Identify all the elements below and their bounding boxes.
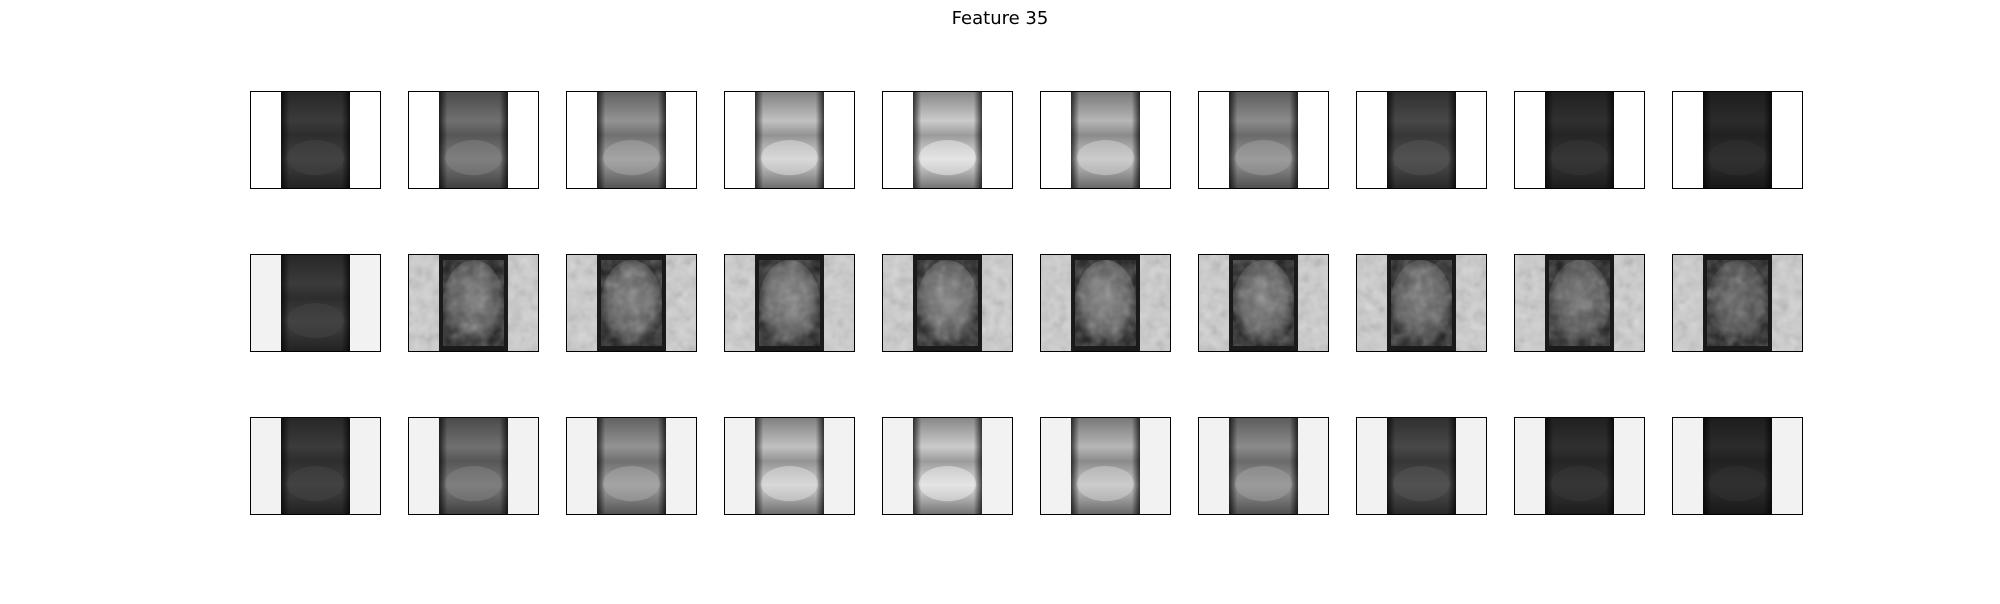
tile-frame (408, 91, 539, 189)
tile-dome (1551, 466, 1608, 502)
feature-tile (724, 417, 855, 515)
tile-frame (1356, 417, 1487, 515)
tile-dome (1709, 466, 1766, 502)
tile-dome (287, 303, 344, 339)
feature-tile (1672, 417, 1803, 515)
feature-tile (1040, 417, 1171, 515)
feature-tile (566, 254, 697, 352)
feature-tile (1198, 254, 1329, 352)
tile-dome (919, 140, 976, 176)
feature-tile (566, 91, 697, 189)
tile-dome (1393, 140, 1450, 176)
feature-tile (250, 417, 381, 515)
tile-frame (882, 254, 1013, 352)
feature-tile (1514, 417, 1645, 515)
tile-frame (724, 91, 855, 189)
tile-frame (250, 254, 381, 352)
tile-frame (724, 254, 855, 352)
tile-dome (603, 466, 660, 502)
tile-frame (1672, 91, 1803, 189)
feature-tile (408, 417, 539, 515)
feature-tile (1514, 254, 1645, 352)
tile-frame (1198, 417, 1329, 515)
feature-tile (408, 91, 539, 189)
feature-tile (882, 91, 1013, 189)
tile-frame (1356, 91, 1487, 189)
tile-frame (1514, 91, 1645, 189)
feature-tile (1040, 254, 1171, 352)
feature-tile (724, 91, 855, 189)
tile-dome (287, 140, 344, 176)
feature-tile (1356, 254, 1487, 352)
tile-frame (408, 417, 539, 515)
tile-frame (1672, 417, 1803, 515)
tile-frame (1672, 254, 1803, 352)
tile-dome (1077, 140, 1134, 176)
feature-tile (724, 254, 855, 352)
tile-blob-noise (917, 260, 978, 346)
tile-dome (1077, 466, 1134, 502)
feature-tile (1040, 91, 1171, 189)
tile-frame (250, 417, 381, 515)
tile-dome (287, 466, 344, 502)
feature-tile (1356, 417, 1487, 515)
tile-frame (1514, 254, 1645, 352)
tile-frame (566, 91, 697, 189)
tile-blob-noise (1707, 260, 1768, 346)
tile-blob-noise (1391, 260, 1452, 346)
tile-blob-noise (1233, 260, 1294, 346)
feature-tile (1198, 417, 1329, 515)
feature-tile (1672, 91, 1803, 189)
tile-blob-noise (1549, 260, 1610, 346)
tile-dome (1235, 466, 1292, 502)
tile-dome (761, 466, 818, 502)
tile-dome (1551, 140, 1608, 176)
tile-blob-noise (443, 260, 504, 346)
feature-tile (1356, 91, 1487, 189)
tile-frame (1356, 254, 1487, 352)
tile-frame (1040, 417, 1171, 515)
feature-tile (408, 254, 539, 352)
tile-frame (566, 254, 697, 352)
tile-frame (882, 417, 1013, 515)
tile-frame (724, 417, 855, 515)
feature-tile (1198, 91, 1329, 189)
tile-dome (1235, 140, 1292, 176)
tile-frame (1040, 254, 1171, 352)
feature-tile (250, 91, 381, 189)
tile-blob-noise (601, 260, 662, 346)
feature-tile (882, 417, 1013, 515)
tile-frame (1040, 91, 1171, 189)
tile-dome (1393, 466, 1450, 502)
feature-tile (882, 254, 1013, 352)
feature-tile (1672, 254, 1803, 352)
tile-dome (919, 466, 976, 502)
tile-frame (882, 91, 1013, 189)
feature-tile (250, 254, 381, 352)
tile-frame (408, 254, 539, 352)
tile-dome (761, 140, 818, 176)
tile-frame (250, 91, 381, 189)
tile-dome (445, 466, 502, 502)
tile-frame (566, 417, 697, 515)
feature-tile (566, 417, 697, 515)
feature-tile (1514, 91, 1645, 189)
tile-frame (1514, 417, 1645, 515)
figure-title: Feature 35 (951, 8, 1049, 29)
tile-blob-noise (1075, 260, 1136, 346)
tile-dome (445, 140, 502, 176)
tile-frame (1198, 254, 1329, 352)
tile-frame (1198, 91, 1329, 189)
tile-dome (603, 140, 660, 176)
tile-dome (1709, 140, 1766, 176)
tile-blob-noise (759, 260, 820, 346)
